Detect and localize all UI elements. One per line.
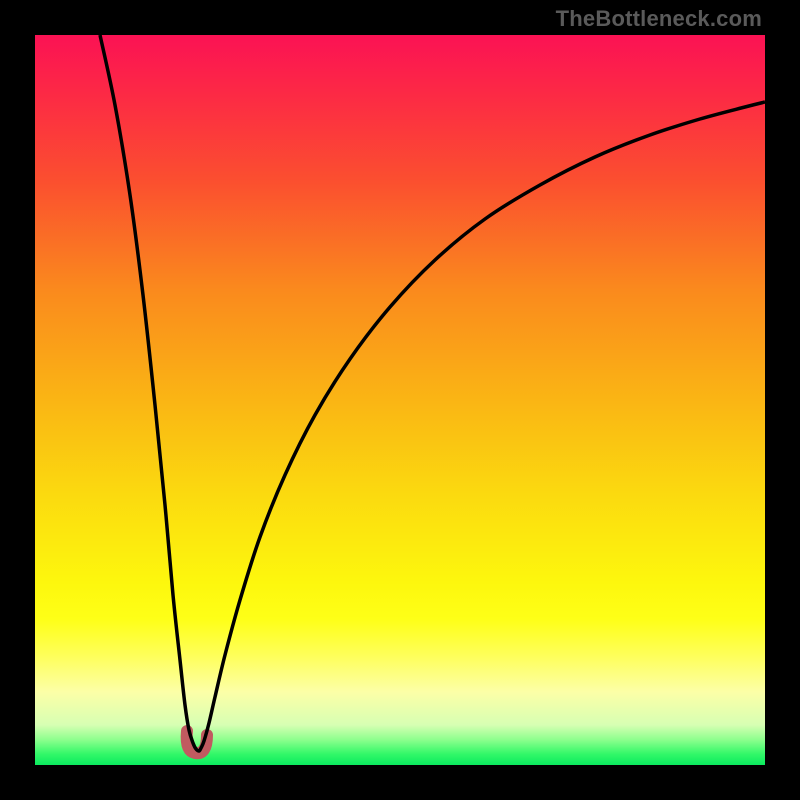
frame-left — [0, 0, 35, 800]
plot-area — [35, 35, 765, 765]
bottleneck-curve — [100, 35, 765, 751]
frame-right — [765, 0, 800, 800]
curve-layer — [35, 35, 765, 765]
watermark-text: TheBottleneck.com — [556, 6, 762, 32]
frame-bottom — [0, 765, 800, 800]
